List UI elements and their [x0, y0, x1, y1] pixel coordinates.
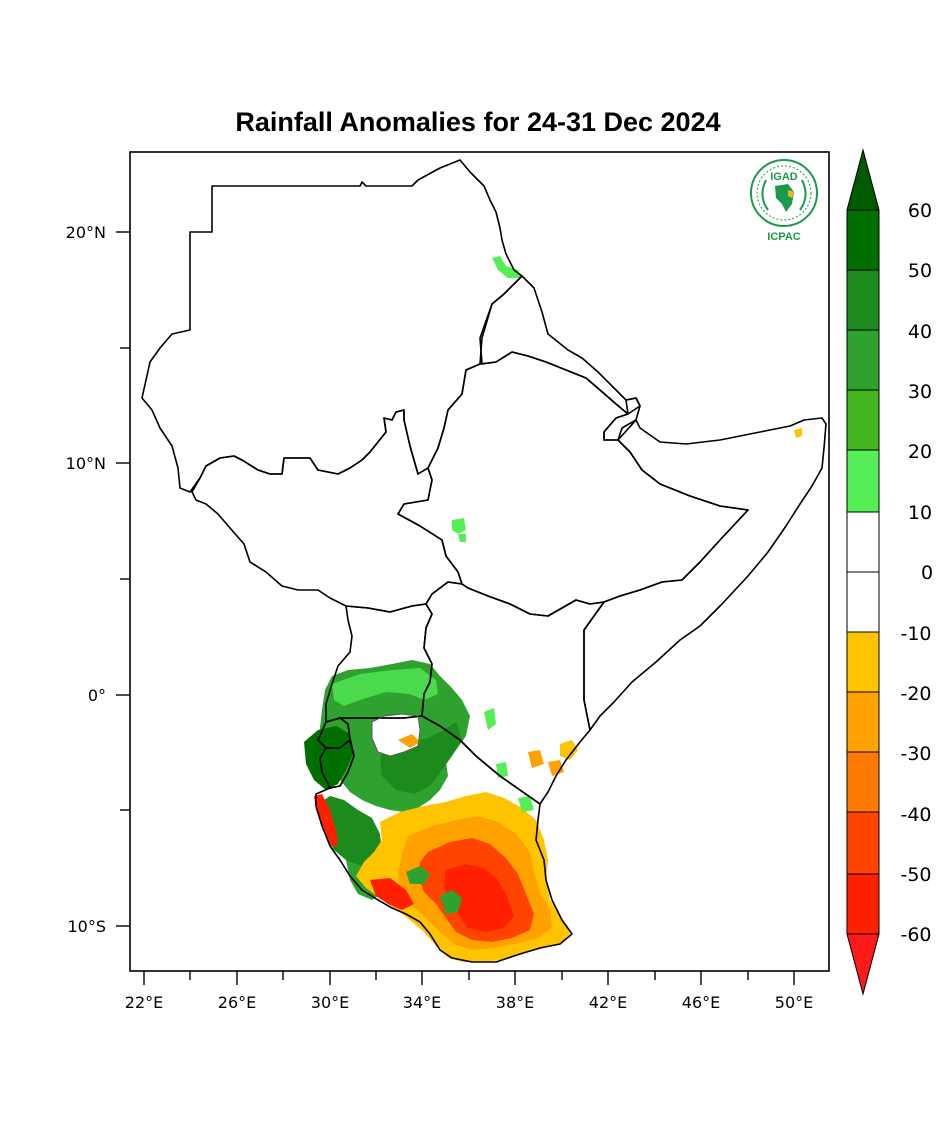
negative-anomaly-pocket-coast-kenya-2 [548, 760, 564, 776]
colorbar-label: 50 [908, 260, 932, 282]
logo-wreath-right [799, 179, 807, 211]
colorbar-label: 40 [908, 321, 932, 343]
lat-tick-label: 0° [88, 686, 106, 705]
lon-tick-label: 22°E [125, 993, 163, 1012]
colorbar-lower-triangle [846, 933, 880, 996]
logo-top-text: IGAD [770, 171, 798, 183]
positive-anomaly-area-burundi [304, 726, 354, 790]
lake-victoria-outline [371, 713, 421, 757]
colorbar-bin [846, 631, 880, 693]
lon-tick-label: 46°E [682, 993, 720, 1012]
lon-tick-label: 50°E [775, 993, 813, 1012]
colorbar-bin [846, 389, 880, 451]
colorbar-upper-triangle [846, 148, 880, 211]
colorbar-bin [846, 811, 880, 875]
colorbar-label: -50 [900, 864, 931, 886]
colorbar-label: -60 [900, 924, 931, 946]
positive-anomaly-area-light [332, 668, 438, 706]
lon-tick-label: 30°E [311, 993, 349, 1012]
negative-anomaly-pocket-kenya-3 [528, 750, 544, 768]
colorbar-bin [846, 209, 880, 271]
positive-anomaly-area-west [318, 796, 382, 868]
latitude-labels: 20°N 10°N 0° 10°S [66, 223, 106, 936]
colorbar: 60 50 40 30 20 10 0 -10 -20 -30 -40 -50 … [846, 148, 933, 996]
lat-tick-label: 10°N [66, 454, 106, 473]
logo-wreath-left [761, 179, 769, 211]
colorbar-label: 30 [908, 381, 932, 403]
positive-anomaly-pocket-eritrea [492, 256, 522, 278]
colorbar-bin [846, 873, 880, 935]
colorbar-bin [846, 751, 880, 813]
logo-inner-ring [756, 165, 812, 221]
logo-bottom-text: ICPAC [767, 231, 800, 243]
colorbar-label: -30 [900, 743, 931, 765]
colorbar-label: 20 [908, 441, 932, 463]
positive-anomaly-area-dark [380, 722, 462, 794]
colorbar-bin [846, 269, 880, 331]
colorbar-bin [846, 691, 880, 753]
colorbar-label: -10 [900, 623, 931, 645]
positive-anomaly-pocket-tz-1 [440, 890, 462, 914]
lon-tick-label: 42°E [589, 993, 627, 1012]
lon-tick-label: 34°E [403, 993, 441, 1012]
lon-tick-label: 26°E [218, 993, 256, 1012]
chart-title: Rainfall Anomalies for 24-31 Dec 2024 [235, 107, 720, 137]
longitude-labels: 22°E 26°E 30°E 34°E 38°E 42°E 46°E 50°E [125, 993, 813, 1012]
lat-tick-label: 10°S [67, 917, 106, 936]
positive-anomaly-pocket-ethiopia [452, 518, 466, 534]
positive-anomaly-pocket-kenya-3 [518, 796, 534, 812]
colorbar-bin [846, 511, 880, 573]
axis-ticks [116, 231, 795, 985]
colorbar-label: 10 [908, 502, 932, 524]
positive-anomaly-pocket-kenya-2 [496, 762, 508, 778]
positive-anomaly-pocket-ethiopia-2 [458, 534, 466, 542]
colorbar-label: -40 [900, 804, 931, 826]
lat-tick-label: 20°N [66, 223, 106, 242]
icpac-logo: IGAD ICPAC [750, 159, 818, 243]
colorbar-bin [846, 449, 880, 513]
negative-anomaly-pocket-coast-kenya [560, 740, 578, 760]
negative-anomaly-area-west [314, 794, 338, 846]
colorbar-label: 0 [921, 562, 933, 584]
negative-anomaly-area-southwest [370, 878, 414, 910]
border-somalia [583, 417, 827, 731]
lon-tick-label: 38°E [496, 993, 534, 1012]
colorbar-bin [846, 329, 880, 391]
negative-anomaly-pocket-uganda-lake [398, 734, 420, 748]
anomaly-shading [304, 256, 802, 962]
country-borders [141, 159, 827, 963]
positive-anomaly-pocket-kenya [484, 708, 496, 730]
border-tanzania [315, 715, 573, 963]
logo-horn-highlight [788, 190, 794, 198]
colorbar-label: -20 [900, 683, 931, 705]
positive-anomaly-pocket-tz-2 [406, 866, 430, 884]
colorbar-label: 60 [908, 200, 932, 222]
negative-anomaly-pocket-somalia [794, 428, 802, 438]
colorbar-bin [846, 571, 880, 633]
negative-anomaly-area-tanzania-deep-red [444, 864, 514, 932]
